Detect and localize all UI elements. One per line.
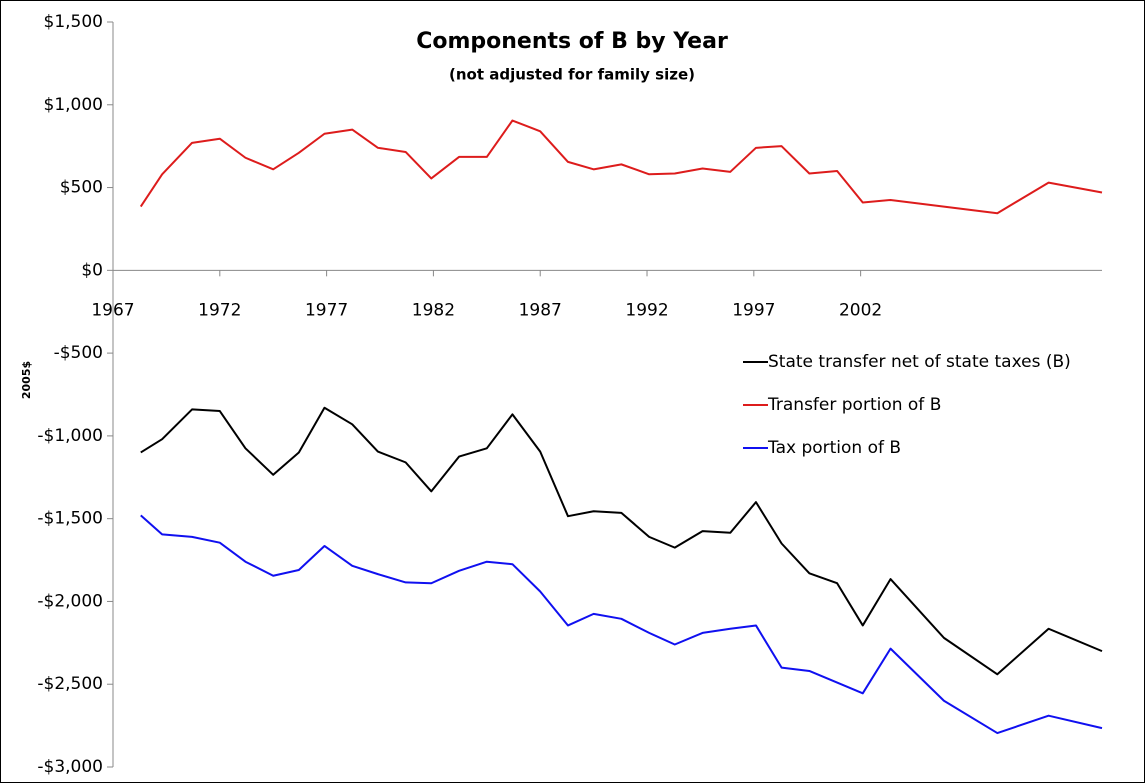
- x-tick-label: 2002: [839, 300, 882, 320]
- series-line: [139, 119, 1103, 215]
- y-tick-label: $1,000: [44, 95, 103, 115]
- legend-label: Tax portion of B: [767, 438, 901, 458]
- series-line: [140, 514, 1103, 735]
- x-tick-label: 1967: [91, 300, 134, 320]
- y-tick-label: $500: [60, 178, 103, 198]
- x-tick-label: 1997: [732, 300, 775, 320]
- y-tick-label: $1,500: [44, 12, 103, 32]
- y-tick-label: -$500: [54, 343, 103, 363]
- y-tick-label: -$1,500: [37, 509, 103, 529]
- y-tick-label: -$3,000: [37, 757, 103, 777]
- y-tick-label: -$1,000: [37, 426, 103, 446]
- y-axis-label: 2005$: [20, 361, 33, 399]
- legend-label: State transfer net of state taxes (B): [768, 352, 1071, 372]
- chart-title: Components of B by Year: [416, 29, 728, 54]
- x-tick-label: 1977: [305, 300, 348, 320]
- x-tick-label: 1987: [519, 300, 562, 320]
- x-tick-label: 1992: [625, 300, 668, 320]
- x-tick-label: 1972: [198, 300, 241, 320]
- y-tick-label: $0: [81, 260, 103, 280]
- chart-subtitle: (not adjusted for family size): [449, 66, 695, 84]
- legend-label: Transfer portion of B: [767, 395, 941, 415]
- series-line: [140, 406, 1103, 676]
- y-tick-label: -$2,500: [37, 674, 103, 694]
- x-tick-label: 1982: [412, 300, 455, 320]
- y-tick-label: -$2,000: [37, 591, 103, 611]
